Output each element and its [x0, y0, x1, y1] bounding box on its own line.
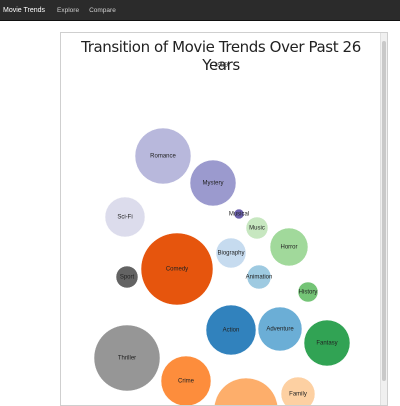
bubble-biography[interactable]: [215, 237, 247, 269]
bubble-fantasy[interactable]: [303, 319, 351, 367]
bubble-sci-fi[interactable]: [104, 196, 146, 238]
bubble-label-biography: Biography: [217, 251, 244, 257]
nav-link-explore[interactable]: Explore: [57, 6, 80, 14]
bubble-thriller[interactable]: [93, 324, 161, 392]
bubble-label-thriller: Thriller: [118, 356, 136, 362]
nav-link-compare[interactable]: Compare: [89, 6, 116, 14]
brand-link[interactable]: Movie Trends: [3, 6, 46, 14]
year-label: 1999: [214, 61, 228, 69]
top-navbar: Movie Trends Explore Compare: [0, 0, 400, 21]
bubble-mystery[interactable]: [189, 159, 237, 207]
chart-panel: Transition of Movie Trends Over Past 26 …: [60, 32, 388, 406]
bubble-label-music: Music: [249, 226, 265, 232]
bubble-label-musical: Musical: [229, 212, 249, 218]
bubble-label-horror: Horror: [280, 245, 297, 251]
bubble-chart: Romance Mystery Sci-Fi Musical Music Comedy Bi…: [93, 127, 351, 405]
scrollbar-thumb[interactable]: [382, 41, 386, 381]
bubble-adventure[interactable]: [257, 306, 303, 352]
bubble-horror[interactable]: [269, 227, 309, 267]
bubble-animation[interactable]: [246, 264, 272, 290]
bubble-musical[interactable]: [233, 208, 245, 220]
bubble-family[interactable]: [280, 376, 316, 405]
bubble-sport[interactable]: [115, 265, 139, 289]
bubble-label-crime: Crime: [178, 379, 195, 385]
bubble-music[interactable]: [245, 216, 269, 240]
bubble-label-animation: Animation: [246, 275, 273, 281]
bubble-label-history: History: [299, 290, 318, 296]
bubble-label-action: Action: [223, 328, 240, 334]
bubble-label-mystery: Mystery: [203, 181, 224, 187]
chart-title: Transition of Movie Trends Over Past 26 …: [81, 38, 361, 74]
bubble-label-family: Family: [289, 392, 307, 398]
bubble-label-sci-fi: Sci-Fi: [117, 215, 132, 221]
bubble-label-comedy: Comedy: [166, 267, 188, 273]
bubble-label-sport: Sport: [120, 275, 135, 281]
bubble-drama[interactable]: [214, 377, 278, 405]
bubble-label-fantasy: Fantasy: [316, 341, 337, 347]
bubble-label-adventure: Adventure: [266, 327, 294, 333]
bubble-crime[interactable]: [160, 355, 212, 405]
bubble-action[interactable]: [205, 304, 257, 356]
bubble-romance[interactable]: [134, 127, 192, 185]
bubble-label-romance: Romance: [150, 154, 176, 160]
bubble-history[interactable]: [297, 281, 319, 303]
bubble-comedy[interactable]: [140, 232, 214, 306]
panel-scrollbar[interactable]: [380, 33, 387, 405]
